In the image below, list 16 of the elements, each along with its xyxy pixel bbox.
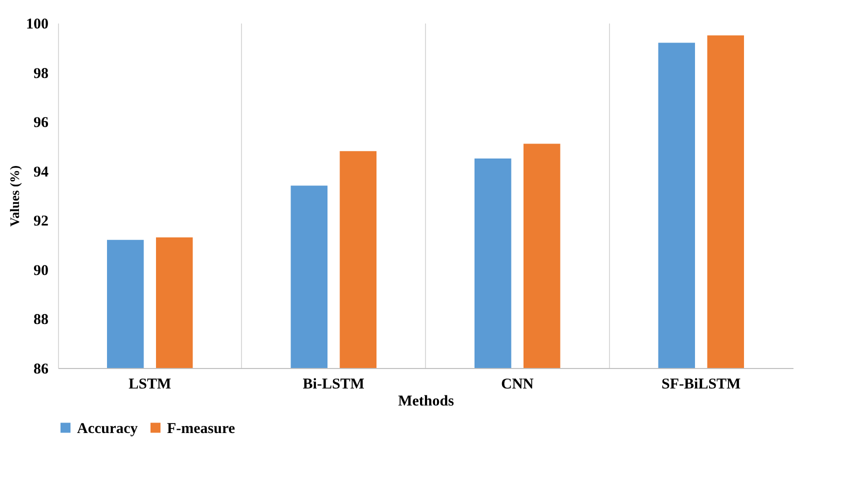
y-tick-label: 90 <box>34 262 48 279</box>
x-tick-label: CNN <box>501 376 534 392</box>
x-tick-label: SF-BiLSTM <box>662 376 741 392</box>
y-tick-label: 92 <box>34 214 48 230</box>
y-tick-label: 94 <box>34 164 49 180</box>
y-tick-label: 88 <box>34 312 48 328</box>
legend-label: F-measure <box>167 420 236 437</box>
x-tick-label: LSTM <box>128 376 172 392</box>
legend-label: Accuracy <box>77 420 138 437</box>
y-tick-label: 96 <box>34 115 49 132</box>
x-tick-label: Bi-LSTM <box>302 376 364 392</box>
y-tick-label: 100 <box>26 16 48 32</box>
y-tick-label: 86 <box>34 362 49 378</box>
x-axis-title: Methods <box>398 394 454 410</box>
y-tick-label: 98 <box>34 66 48 82</box>
y-axis-title: Values (%) <box>7 165 22 227</box>
